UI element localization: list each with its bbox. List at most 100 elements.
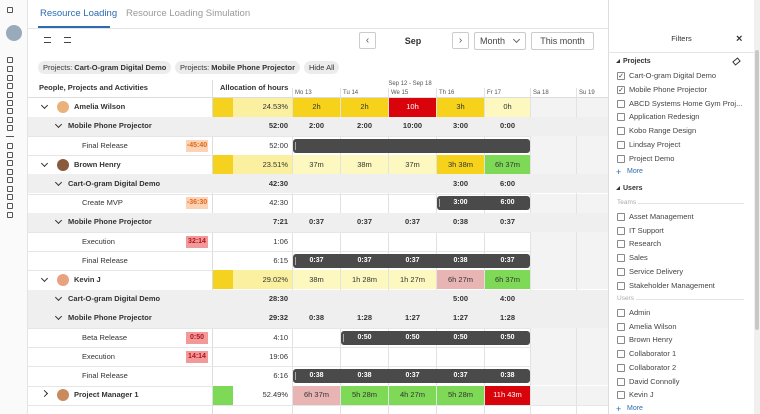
filter-option[interactable]: Cart-O-gram Digital Demo <box>629 71 717 80</box>
checkbox[interactable] <box>617 213 625 221</box>
nav-icon[interactable] <box>7 160 13 166</box>
checkbox[interactable]: ✓ <box>617 85 625 94</box>
activity-bar <box>484 368 530 383</box>
nav-icon[interactable] <box>7 75 13 81</box>
checkbox[interactable] <box>617 336 625 345</box>
filter-option[interactable]: Kevin J <box>629 390 654 400</box>
nav-icon[interactable] <box>7 203 13 209</box>
nav-icon[interactable] <box>7 66 13 72</box>
nav-icon[interactable] <box>7 177 13 183</box>
close-icon[interactable]: × <box>736 33 743 45</box>
nav-icon[interactable] <box>7 100 13 106</box>
checkbox[interactable] <box>617 377 625 386</box>
filter-chip[interactable]: Projects: Mobile Phone Projector <box>175 61 301 74</box>
prev-button[interactable]: ‹ <box>359 32 376 49</box>
checkbox[interactable] <box>617 322 625 331</box>
filter-option[interactable]: Project Demo <box>629 153 675 163</box>
filter-option[interactable]: Application Redesign <box>629 112 700 122</box>
checkbox[interactable] <box>617 254 625 263</box>
col-divider <box>292 88 293 414</box>
filter-option[interactable]: Brown Henry <box>629 335 673 345</box>
expand-toggle[interactable] <box>40 159 49 167</box>
filter-option[interactable]: Asset Management <box>629 212 694 221</box>
more-link[interactable]: More <box>627 168 643 175</box>
checkbox[interactable] <box>617 141 625 149</box>
expand-toggle[interactable] <box>40 390 49 398</box>
filter-option[interactable]: Sales <box>629 253 648 263</box>
nav-icon[interactable] <box>7 83 13 89</box>
checkbox[interactable] <box>617 309 625 317</box>
bar-value: 0:37 <box>405 256 420 264</box>
day-value: 1:28 <box>356 313 372 323</box>
filter-option[interactable]: Service Delivery <box>629 266 684 276</box>
checkbox[interactable] <box>617 363 625 372</box>
activity-bar <box>436 138 484 153</box>
more-link[interactable]: More <box>627 405 643 412</box>
next-button[interactable]: › <box>452 32 469 49</box>
expand-toggle[interactable] <box>40 102 49 110</box>
bar-value: 0:38 <box>357 371 372 379</box>
bar-handle <box>295 371 296 380</box>
checkbox[interactable] <box>617 226 625 235</box>
activity-badge: 0:50 <box>186 331 208 344</box>
checkbox[interactable] <box>617 99 625 108</box>
filter-option[interactable]: Collaborator 1 <box>629 349 677 359</box>
nav-icon[interactable] <box>7 194 13 200</box>
nav-icon[interactable] <box>7 7 13 13</box>
filter-option[interactable]: IT Support <box>629 225 664 235</box>
checkbox[interactable] <box>617 350 625 359</box>
row-name: Create MVP <box>82 198 123 208</box>
load-cell <box>341 97 388 117</box>
tab[interactable]: Resource Loading <box>40 8 118 19</box>
filter-option[interactable]: Mobile Phone Projector <box>629 84 707 94</box>
checkbox[interactable] <box>617 391 625 400</box>
nav-icon[interactable] <box>7 117 13 123</box>
col-divider <box>436 88 437 414</box>
view-select[interactable] <box>474 32 526 50</box>
day-value: 6h 37m <box>303 390 330 400</box>
filter-chip[interactable]: Projects: Cart-O-gram Digital Demo <box>38 61 172 74</box>
filter-option[interactable]: Collaborator 2 <box>629 362 677 372</box>
checkbox[interactable] <box>617 267 625 276</box>
expand-toggle[interactable] <box>40 274 49 282</box>
load-cell <box>437 385 484 405</box>
filter-option[interactable]: Admin <box>629 308 651 317</box>
checkbox[interactable] <box>617 240 625 249</box>
collapse-icon[interactable] <box>64 37 71 43</box>
today-button[interactable] <box>531 32 594 50</box>
filter-option[interactable]: Kobo Range Design <box>629 126 697 136</box>
tab-divider <box>28 28 608 29</box>
weekend-bg <box>577 155 608 175</box>
checkbox[interactable] <box>617 154 625 163</box>
checkbox[interactable] <box>617 281 625 290</box>
filter-option[interactable]: Stakeholder Management <box>629 280 715 290</box>
load-cell <box>389 270 436 290</box>
filter-option[interactable]: Amelia Wilson <box>629 321 677 331</box>
activity-bar <box>484 138 530 153</box>
nav-icon[interactable] <box>7 186 13 192</box>
nav-icon[interactable] <box>7 108 13 114</box>
nav-icon[interactable] <box>7 169 13 175</box>
nav-icon[interactable] <box>7 92 13 98</box>
filter-option[interactable]: David Connolly <box>629 376 680 386</box>
nav-icon[interactable] <box>7 125 13 131</box>
nav-icon[interactable] <box>7 212 13 218</box>
nav-icon[interactable] <box>7 143 13 149</box>
filter-option[interactable]: Lindsay Project <box>629 140 681 149</box>
section-caret <box>616 59 620 63</box>
checkbox[interactable] <box>617 113 625 122</box>
expand-icon[interactable] <box>44 37 51 43</box>
filter-option[interactable]: ABCD Systems Home Gym Proj... <box>629 98 743 108</box>
row-name: Brown Henry <box>74 159 121 169</box>
hide-all-chip[interactable]: Hide All <box>304 61 340 74</box>
weekend-bg <box>531 193 576 213</box>
checkbox[interactable] <box>617 127 625 136</box>
filters-panel <box>608 0 760 414</box>
filter-option[interactable]: Research <box>629 239 662 249</box>
more-plus: + <box>616 404 622 414</box>
checkbox[interactable]: ✓ <box>617 72 625 80</box>
row-border <box>28 231 608 233</box>
nav-icon[interactable] <box>7 57 13 63</box>
tab[interactable]: Resource Loading Simulation <box>126 8 251 19</box>
nav-icon[interactable] <box>7 152 13 158</box>
